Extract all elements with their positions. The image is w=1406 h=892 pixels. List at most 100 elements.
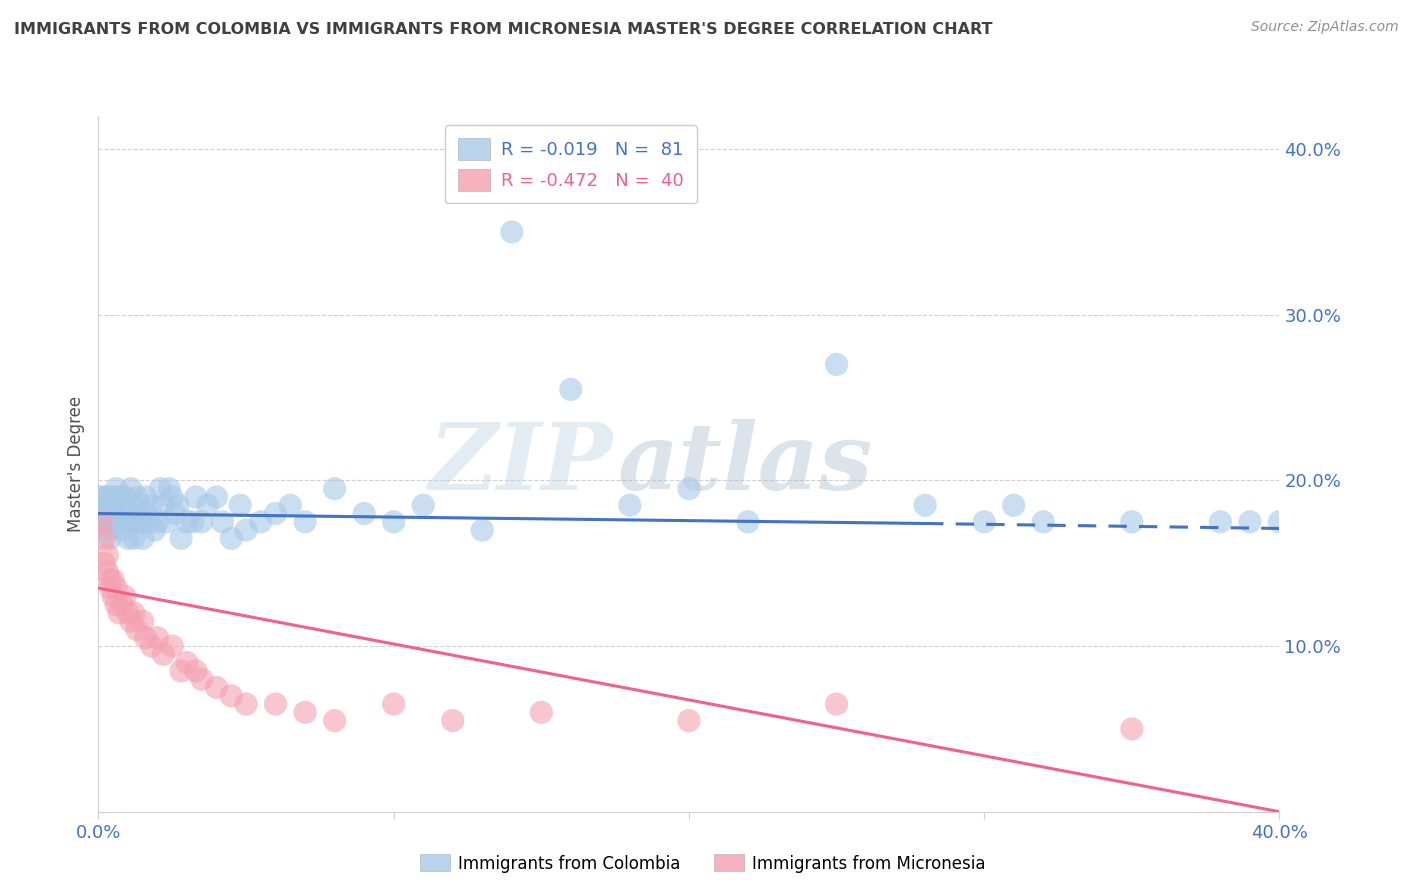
Point — [141, 639, 163, 653]
Point — [122, 606, 145, 620]
Point — [184, 490, 207, 504]
Point — [114, 515, 136, 529]
Y-axis label: Master's Degree: Master's Degree — [66, 396, 84, 532]
Point — [90, 515, 112, 529]
Point — [205, 490, 228, 504]
Point — [132, 614, 155, 628]
Point — [176, 656, 198, 670]
Point — [105, 581, 128, 595]
Point — [108, 606, 131, 620]
Point — [108, 515, 131, 529]
Point — [111, 598, 134, 612]
Point — [120, 515, 142, 529]
Point — [98, 581, 121, 595]
Point — [219, 532, 242, 546]
Point — [120, 614, 142, 628]
Point — [1239, 515, 1261, 529]
Point — [530, 706, 553, 720]
Point — [197, 498, 219, 512]
Point — [135, 490, 157, 504]
Point — [93, 490, 115, 504]
Point — [125, 490, 148, 504]
Point — [96, 548, 118, 562]
Point — [382, 515, 405, 529]
Point — [167, 498, 190, 512]
Point — [471, 523, 494, 537]
Point — [501, 225, 523, 239]
Point — [103, 490, 125, 504]
Point — [184, 664, 207, 678]
Point — [98, 573, 121, 587]
Point — [90, 490, 112, 504]
Point — [135, 631, 157, 645]
Point — [117, 606, 139, 620]
Point — [96, 498, 118, 512]
Point — [264, 697, 287, 711]
Point — [96, 490, 118, 504]
Text: ZIP: ZIP — [427, 419, 612, 508]
Point — [111, 523, 134, 537]
Point — [98, 498, 121, 512]
Point — [132, 532, 155, 546]
Point — [1121, 722, 1143, 736]
Point — [441, 714, 464, 728]
Point — [211, 515, 233, 529]
Point — [138, 515, 160, 529]
Point — [105, 598, 128, 612]
Point — [1002, 498, 1025, 512]
Point — [235, 697, 257, 711]
Point — [103, 498, 125, 512]
Point — [229, 498, 252, 512]
Point — [191, 672, 214, 686]
Point — [170, 532, 193, 546]
Point — [235, 523, 257, 537]
Text: atlas: atlas — [619, 419, 873, 508]
Point — [146, 515, 169, 529]
Point — [103, 590, 125, 604]
Point — [114, 490, 136, 504]
Point — [191, 515, 214, 529]
Point — [181, 515, 204, 529]
Point — [412, 498, 434, 512]
Point — [96, 565, 118, 579]
Point — [105, 507, 128, 521]
Point — [141, 498, 163, 512]
Point — [117, 532, 139, 546]
Point — [205, 681, 228, 695]
Point — [264, 507, 287, 521]
Point — [323, 714, 346, 728]
Point — [619, 498, 641, 512]
Point — [152, 498, 174, 512]
Point — [382, 697, 405, 711]
Text: Source: ZipAtlas.com: Source: ZipAtlas.com — [1251, 20, 1399, 34]
Point — [111, 498, 134, 512]
Point — [165, 507, 187, 521]
Point — [1032, 515, 1054, 529]
Point — [825, 697, 848, 711]
Point — [128, 498, 150, 512]
Point — [98, 532, 121, 546]
Point — [135, 507, 157, 521]
Point — [98, 515, 121, 529]
Point — [105, 482, 128, 496]
Point — [162, 490, 183, 504]
Point — [678, 482, 700, 496]
Point — [128, 515, 150, 529]
Point — [353, 507, 375, 521]
Point — [176, 515, 198, 529]
Point — [103, 515, 125, 529]
Point — [117, 507, 139, 521]
Point — [149, 482, 172, 496]
Point — [973, 515, 995, 529]
Point — [125, 623, 148, 637]
Point — [143, 523, 166, 537]
Point — [90, 498, 112, 512]
Point — [737, 515, 759, 529]
Point — [825, 358, 848, 372]
Point — [1268, 515, 1291, 529]
Point — [93, 532, 115, 546]
Point — [323, 482, 346, 496]
Point — [1121, 515, 1143, 529]
Point — [914, 498, 936, 512]
Legend: Immigrants from Colombia, Immigrants from Micronesia: Immigrants from Colombia, Immigrants fro… — [413, 847, 993, 880]
